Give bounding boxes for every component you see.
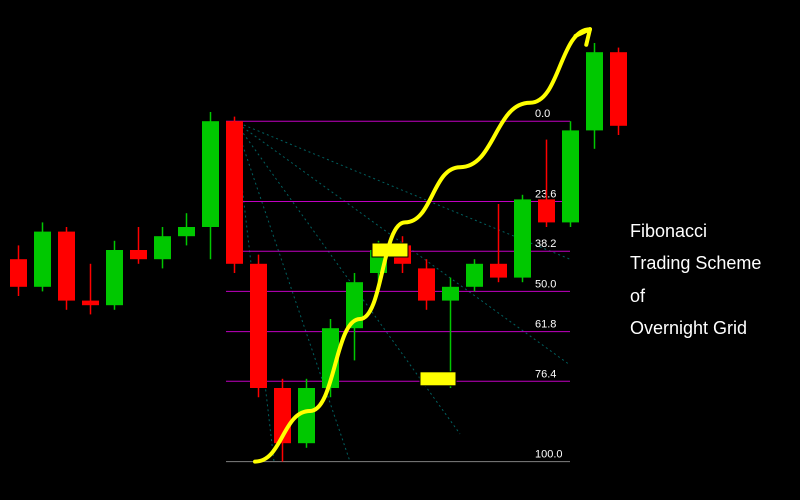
svg-text:100.0: 100.0 — [535, 449, 563, 461]
annotation-line-1: Fibonacci — [630, 215, 761, 247]
svg-text:0.0: 0.0 — [535, 108, 550, 120]
annotation-line-2: Trading Scheme — [630, 247, 761, 279]
annotation-line-3: of — [630, 280, 761, 312]
svg-text:23.6: 23.6 — [535, 189, 556, 201]
svg-text:61.8: 61.8 — [535, 319, 556, 331]
annotation-text: Fibonacci Trading Scheme of Overnight Gr… — [630, 215, 761, 345]
svg-text:76.4: 76.4 — [535, 368, 556, 380]
svg-text:38.2: 38.2 — [535, 238, 556, 250]
annotation-line-4: Overnight Grid — [630, 312, 761, 344]
svg-text:50.0: 50.0 — [535, 278, 556, 290]
